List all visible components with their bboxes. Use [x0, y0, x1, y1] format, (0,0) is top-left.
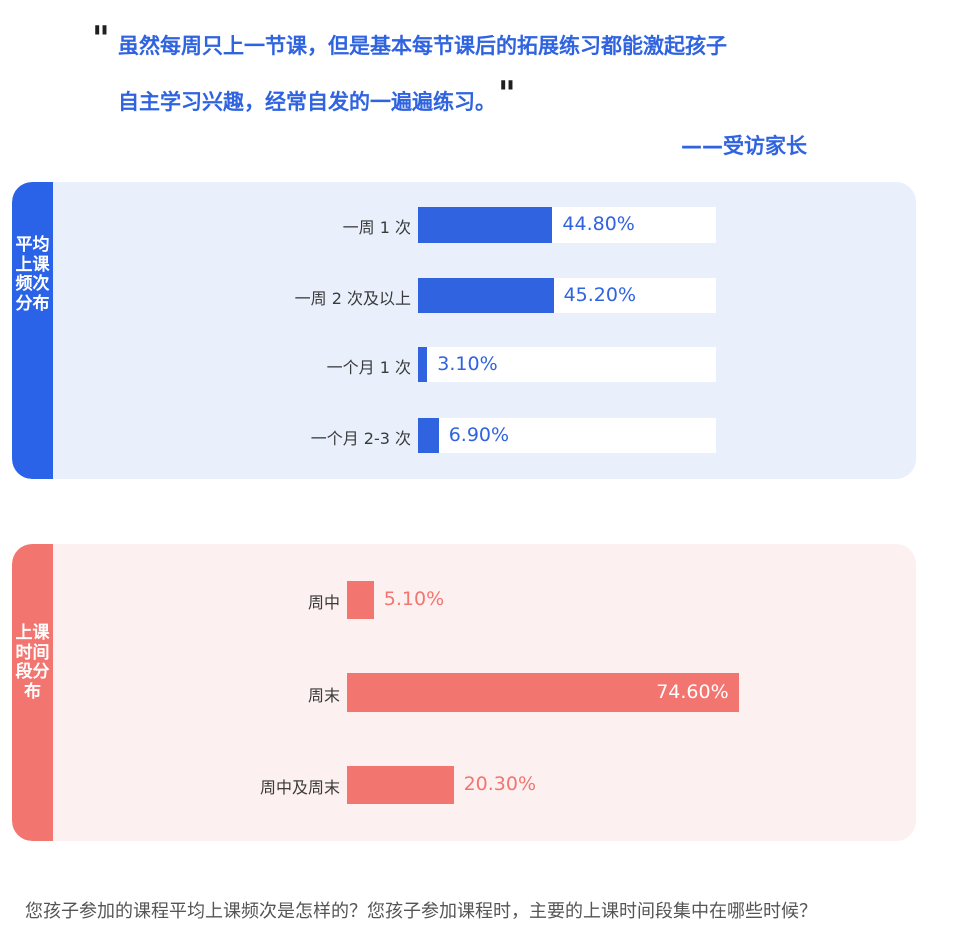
- frequency-category-label: 一个月 1 次: [326, 357, 411, 377]
- frequency-chart-title: 平均上课频次分布: [15, 235, 50, 314]
- frequency-bar: [418, 347, 428, 382]
- frequency-category-label: 一周 2 次及以上: [294, 288, 411, 308]
- frequency-value-label: 6.90%: [448, 423, 510, 446]
- time-slot-value-label: 20.30%: [463, 773, 537, 795]
- close-quote-mark: ": [498, 74, 516, 114]
- time-slot-chart-title: 上课时间段分布: [15, 623, 50, 702]
- frequency-bar: [418, 207, 553, 243]
- frequency-category-label: 一周 1 次: [342, 218, 411, 237]
- time-slot-chart-side-bar: 上课时间段分布: [12, 544, 53, 841]
- frequency-value-label: 44.80%: [562, 213, 635, 235]
- time-slot-category-label: 周中: [307, 593, 340, 612]
- quote-line-2: 自主学习兴趣，经常自发的一遍遍练习。": [118, 77, 516, 116]
- time-slot-bar: [347, 766, 454, 804]
- time-slot-chart-panel: 上课时间段分布 周中 5.10% 周末 74.60% 周中及周末 20.30%: [12, 544, 916, 841]
- time-slot-value-label: 5.10%: [383, 588, 445, 610]
- survey-caption: 您孩子参加的课程平均上课频次是怎样的？您孩子参加课程时，主要的上课时间段集中在哪…: [25, 901, 817, 922]
- time-slot-category-label: 周中及周末: [259, 778, 340, 797]
- quote-line-2-text: 自主学习兴趣，经常自发的一遍遍练习。: [118, 90, 496, 114]
- frequency-bar-track: [418, 418, 716, 453]
- time-slot-bar: [347, 673, 739, 712]
- frequency-bar-track: [418, 347, 716, 382]
- frequency-bar: [418, 418, 439, 453]
- time-slot-bar: [347, 581, 374, 619]
- time-slot-category-label: 周末: [307, 685, 340, 705]
- frequency-chart-panel: 平均上课频次分布 一周 1 次 44.80% 一周 2 次及以上 45.20% 一个月 …: [12, 182, 916, 479]
- quote-line-1: 虽然每周只上一节课，但是基本每节课后的拓展练习都能激起孩子: [118, 34, 727, 58]
- frequency-value-label: 45.20%: [563, 283, 637, 306]
- quote-attribution: ——受访家长: [681, 134, 807, 158]
- time-slot-value-label: 74.60%: [656, 680, 729, 703]
- frequency-chart-side-bar: 平均上课频次分布: [12, 182, 53, 479]
- frequency-bar: [418, 278, 554, 313]
- frequency-value-label: 3.10%: [437, 352, 498, 375]
- frequency-category-label: 一个月 2-3 次: [310, 428, 411, 448]
- open-quote-mark: ": [92, 19, 110, 59]
